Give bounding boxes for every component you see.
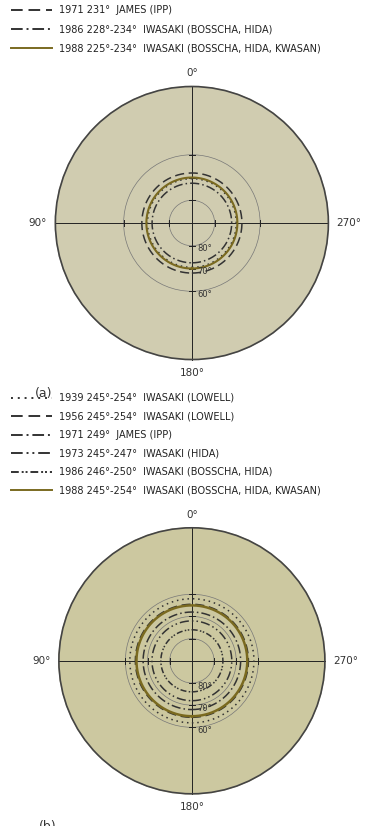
Text: 180°: 180° — [179, 368, 204, 377]
Text: 270°: 270° — [337, 218, 362, 228]
Text: 70°: 70° — [197, 704, 212, 713]
Text: (a): (a) — [35, 387, 52, 400]
Text: 270°: 270° — [333, 656, 358, 666]
Circle shape — [59, 528, 325, 794]
Text: 1939 245°-254°  IWASAKI (LOWELL): 1939 245°-254° IWASAKI (LOWELL) — [59, 392, 234, 402]
Text: 1956 245°-254°  IWASAKI (LOWELL): 1956 245°-254° IWASAKI (LOWELL) — [59, 411, 234, 421]
Text: 1971 249°  JAMES (IPP): 1971 249° JAMES (IPP) — [59, 430, 172, 439]
Text: 90°: 90° — [32, 656, 51, 666]
Text: 180°: 180° — [179, 802, 204, 812]
Text: 1986 228°-234°  IWASAKI (BOSSCHA, HIDA): 1986 228°-234° IWASAKI (BOSSCHA, HIDA) — [59, 24, 272, 35]
Circle shape — [55, 87, 328, 359]
Text: 70°: 70° — [197, 267, 212, 276]
Text: 1988 245°-254°  IWASAKI (BOSSCHA, HIDA, KWASAN): 1988 245°-254° IWASAKI (BOSSCHA, HIDA, K… — [59, 486, 321, 496]
Text: 1971 231°  JAMES (IPP): 1971 231° JAMES (IPP) — [59, 5, 172, 16]
Text: 1973 245°-247°  IWASAKI (HIDA): 1973 245°-247° IWASAKI (HIDA) — [59, 449, 219, 458]
Text: 1986 246°-250°  IWASAKI (BOSSCHA, HIDA): 1986 246°-250° IWASAKI (BOSSCHA, HIDA) — [59, 467, 272, 477]
Text: (b): (b) — [39, 820, 56, 826]
Text: 60°: 60° — [197, 290, 212, 299]
Text: 80°: 80° — [197, 681, 212, 691]
Text: 1988 225°-234°  IWASAKI (BOSSCHA, HIDA, KWASAN): 1988 225°-234° IWASAKI (BOSSCHA, HIDA, K… — [59, 43, 321, 54]
Text: 90°: 90° — [29, 218, 47, 228]
Text: 60°: 60° — [197, 726, 212, 735]
Text: 0°: 0° — [186, 69, 198, 78]
Text: 80°: 80° — [197, 244, 212, 254]
Text: 0°: 0° — [186, 510, 198, 520]
